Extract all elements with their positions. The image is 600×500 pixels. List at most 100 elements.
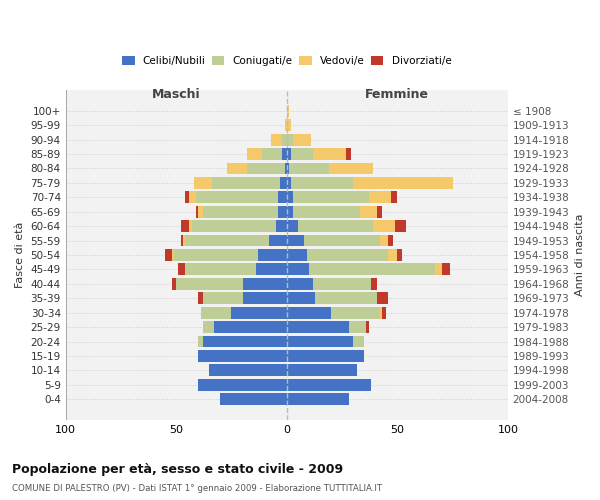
Bar bbox=[287, 206, 293, 218]
Bar bbox=[287, 336, 353, 347]
Bar bbox=[287, 134, 293, 145]
Bar bbox=[287, 120, 291, 131]
Bar bbox=[287, 364, 358, 376]
Bar bbox=[346, 148, 351, 160]
Bar bbox=[190, 192, 196, 203]
Bar bbox=[183, 234, 185, 246]
Bar bbox=[313, 148, 346, 160]
Bar bbox=[329, 162, 373, 174]
Bar bbox=[220, 394, 287, 405]
Bar bbox=[293, 192, 368, 203]
Bar bbox=[271, 134, 283, 145]
Text: Maschi: Maschi bbox=[152, 88, 200, 101]
Bar bbox=[214, 321, 287, 333]
Bar bbox=[380, 234, 388, 246]
Bar bbox=[196, 192, 278, 203]
Legend: Celibi/Nubili, Coniugati/e, Vedovi/e, Divorziati/e: Celibi/Nubili, Coniugati/e, Vedovi/e, Di… bbox=[118, 52, 455, 70]
Bar bbox=[181, 234, 183, 246]
Bar bbox=[380, 307, 382, 318]
Bar bbox=[199, 206, 203, 218]
Bar bbox=[247, 162, 284, 174]
Bar bbox=[377, 292, 388, 304]
Bar bbox=[287, 307, 331, 318]
Bar bbox=[293, 206, 360, 218]
Bar bbox=[284, 162, 287, 174]
Bar bbox=[176, 278, 242, 289]
Bar bbox=[172, 278, 176, 289]
Bar bbox=[203, 206, 278, 218]
Text: COMUNE DI PALESTRO (PV) - Dati ISTAT 1° gennaio 2009 - Elaborazione TUTTITALIA.I: COMUNE DI PALESTRO (PV) - Dati ISTAT 1° … bbox=[12, 484, 382, 493]
Bar bbox=[196, 206, 199, 218]
Bar bbox=[287, 278, 313, 289]
Bar bbox=[291, 148, 313, 160]
Bar bbox=[269, 234, 287, 246]
Bar bbox=[287, 234, 304, 246]
Bar bbox=[298, 220, 373, 232]
Bar bbox=[283, 148, 287, 160]
Bar bbox=[199, 292, 203, 304]
Bar bbox=[316, 292, 377, 304]
Bar bbox=[368, 192, 391, 203]
Bar bbox=[256, 264, 287, 276]
Bar bbox=[442, 264, 451, 276]
Bar bbox=[435, 264, 442, 276]
Bar bbox=[373, 220, 395, 232]
Bar bbox=[200, 307, 232, 318]
Bar bbox=[360, 206, 377, 218]
Y-axis label: Fasce di età: Fasce di età bbox=[15, 222, 25, 288]
Bar bbox=[284, 120, 287, 131]
Bar bbox=[275, 220, 287, 232]
Bar bbox=[190, 220, 191, 232]
Bar bbox=[313, 278, 371, 289]
Bar bbox=[287, 394, 349, 405]
Bar bbox=[174, 249, 258, 261]
Bar bbox=[349, 321, 367, 333]
Bar bbox=[353, 177, 452, 189]
Bar bbox=[242, 292, 287, 304]
Bar bbox=[287, 105, 289, 117]
Bar bbox=[289, 162, 329, 174]
Bar bbox=[185, 234, 269, 246]
Bar bbox=[212, 177, 280, 189]
Bar bbox=[377, 206, 382, 218]
Bar bbox=[391, 192, 397, 203]
Bar bbox=[388, 234, 393, 246]
Bar bbox=[203, 292, 242, 304]
Bar bbox=[280, 177, 287, 189]
Text: Popolazione per età, sesso e stato civile - 2009: Popolazione per età, sesso e stato civil… bbox=[12, 462, 343, 475]
Bar bbox=[382, 307, 386, 318]
Bar bbox=[165, 249, 172, 261]
Text: Femmine: Femmine bbox=[365, 88, 429, 101]
Bar bbox=[242, 278, 287, 289]
Bar bbox=[287, 148, 291, 160]
Bar bbox=[178, 264, 185, 276]
Bar bbox=[388, 249, 397, 261]
Bar bbox=[203, 336, 287, 347]
Bar bbox=[278, 192, 287, 203]
Bar bbox=[194, 177, 212, 189]
Bar bbox=[287, 177, 291, 189]
Bar bbox=[191, 220, 275, 232]
Bar bbox=[367, 321, 368, 333]
Bar bbox=[199, 379, 287, 390]
Bar bbox=[283, 134, 287, 145]
Y-axis label: Anni di nascita: Anni di nascita bbox=[575, 214, 585, 296]
Bar bbox=[262, 148, 283, 160]
Bar bbox=[232, 307, 287, 318]
Bar bbox=[309, 264, 435, 276]
Bar bbox=[227, 162, 247, 174]
Bar bbox=[185, 264, 256, 276]
Bar bbox=[293, 134, 311, 145]
Bar bbox=[371, 278, 377, 289]
Bar bbox=[287, 192, 293, 203]
Bar bbox=[203, 321, 214, 333]
Bar bbox=[199, 336, 203, 347]
Bar bbox=[291, 177, 353, 189]
Bar bbox=[287, 321, 349, 333]
Bar bbox=[287, 249, 307, 261]
Bar bbox=[331, 307, 380, 318]
Bar bbox=[395, 220, 406, 232]
Bar bbox=[287, 379, 371, 390]
Bar bbox=[172, 249, 174, 261]
Bar bbox=[287, 350, 364, 362]
